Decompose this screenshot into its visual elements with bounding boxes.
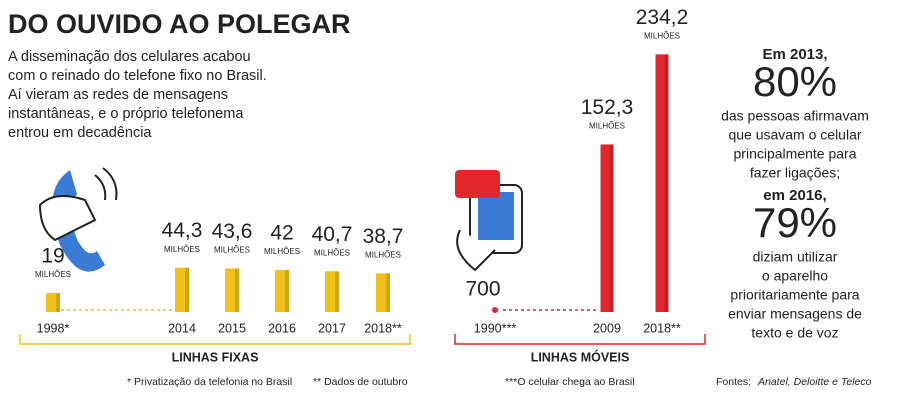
unit-label: MILHÕES bbox=[214, 246, 250, 255]
side-lead: em 2016, bbox=[763, 187, 826, 204]
sources-label: Fontes: bbox=[716, 376, 751, 388]
side-line: principalmente para bbox=[734, 146, 857, 162]
cellphone-icon bbox=[455, 170, 523, 272]
bar bbox=[225, 268, 239, 312]
unit-label: MILHÕES bbox=[264, 247, 300, 256]
side-figure: 79% bbox=[753, 199, 837, 246]
unit-label: MILHÕES bbox=[365, 250, 401, 259]
chart-title: LINHAS FIXAS bbox=[172, 350, 259, 364]
subtitle-line: com o reinado do telefone fixo no Brasil… bbox=[8, 68, 267, 84]
value-label: 152,3 bbox=[581, 96, 634, 119]
sources-list: Anatel, Deloitte e Teleco bbox=[757, 376, 872, 388]
unit-label: MILHÕES bbox=[644, 31, 680, 40]
side-line: texto e de voz bbox=[751, 325, 838, 341]
side-line: diziam utilizar bbox=[753, 249, 838, 265]
x-tick-label: 2014 bbox=[168, 321, 196, 335]
unit-label: MILHÕES bbox=[314, 248, 350, 257]
side-line: enviar mensagens de bbox=[728, 306, 862, 322]
subtitle-line: Aí vieram as redes de mensagens bbox=[8, 87, 228, 103]
value-label: 234,2 bbox=[636, 6, 689, 29]
side-lead: Em 2013, bbox=[762, 46, 827, 63]
bar bbox=[655, 54, 669, 312]
value-label: 700 bbox=[465, 278, 500, 301]
side-notes: Em 2013,80% das pessoas afirmavam que usav… bbox=[721, 46, 869, 341]
bar-shade bbox=[664, 54, 669, 312]
unit-label: MILHÕES bbox=[589, 122, 625, 131]
value-label: 19 bbox=[41, 245, 64, 268]
bar bbox=[492, 307, 498, 313]
bar-shade bbox=[386, 273, 390, 312]
chart-title: LINHAS MÓVEIS bbox=[531, 349, 630, 364]
side-figure: 80% bbox=[753, 58, 837, 105]
value-label: 42 bbox=[270, 222, 293, 245]
bar bbox=[600, 144, 614, 312]
x-tick-label: 2016 bbox=[268, 321, 296, 335]
side-line: prioritariamente para bbox=[730, 287, 859, 303]
x-tick-label: 2015 bbox=[218, 321, 246, 335]
bar-shade bbox=[185, 267, 189, 312]
subtitle: A disseminação dos celulares acabou com o… bbox=[8, 49, 267, 141]
bar bbox=[175, 267, 189, 312]
x-tick-label: 2017 bbox=[318, 321, 346, 335]
subtitle-line: A disseminação dos celulares acabou bbox=[8, 49, 251, 65]
value-label: 44,3 bbox=[162, 219, 203, 242]
bar-shade bbox=[235, 268, 239, 312]
footnote: * Privatização da telefonia no Brasil bbox=[127, 376, 292, 388]
bar bbox=[275, 270, 289, 312]
bar-shade bbox=[335, 271, 339, 312]
side-line: fazer ligações; bbox=[750, 165, 840, 181]
value-label: 43,6 bbox=[212, 220, 253, 243]
bracket bbox=[454, 334, 706, 345]
x-tick-label: 2018** bbox=[364, 321, 402, 335]
bar-shade bbox=[609, 144, 614, 312]
unit-label: MILHÕES bbox=[164, 245, 200, 254]
subtitle-line: instantâneas, e o próprio telefonema bbox=[8, 106, 244, 122]
side-line: o aparelho bbox=[762, 268, 828, 284]
bar bbox=[46, 293, 60, 312]
bar bbox=[376, 273, 390, 312]
bar bbox=[325, 271, 339, 312]
bracket bbox=[19, 334, 411, 345]
x-tick-label: 1998* bbox=[37, 321, 70, 335]
value-label: 40,7 bbox=[312, 223, 353, 246]
unit-label: MILHÕES bbox=[35, 270, 71, 279]
side-line: que usavam o celular bbox=[728, 127, 861, 143]
footnote: ***O celular chega ao Brasil bbox=[505, 376, 635, 388]
x-tick-label: 1990*** bbox=[474, 321, 517, 335]
footnote: ** Dados de outubro bbox=[313, 376, 408, 388]
phone-icon bbox=[38, 167, 118, 272]
bar-shade bbox=[285, 270, 289, 312]
x-tick-label: 2018** bbox=[643, 321, 681, 335]
value-label: 38,7 bbox=[363, 225, 404, 248]
x-tick-label: 2009 bbox=[593, 321, 621, 335]
title: DO OUVIDO AO POLEGAR bbox=[8, 9, 351, 39]
bar-shade bbox=[56, 293, 60, 312]
side-line: das pessoas afirmavam bbox=[721, 108, 869, 124]
subtitle-line: entrou em decadência bbox=[8, 125, 152, 141]
